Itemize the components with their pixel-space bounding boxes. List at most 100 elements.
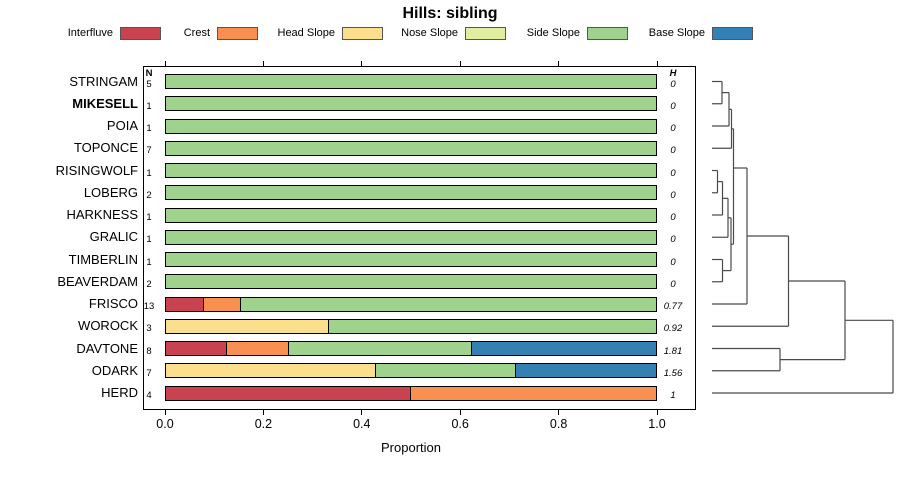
bar <box>165 252 657 267</box>
n-value: 7 <box>146 145 152 157</box>
x-tick-bottom <box>361 410 363 415</box>
bar <box>165 96 657 112</box>
h-value: 0 <box>670 278 676 290</box>
x-tick-label: 0.6 <box>451 417 469 431</box>
bar <box>165 318 657 334</box>
n-value: 4 <box>146 390 152 401</box>
legend-swatch-crest <box>217 27 258 40</box>
n-value: 1 <box>146 234 152 246</box>
row-label: HERD <box>101 385 138 400</box>
h-value: 0 <box>670 234 676 246</box>
x-tick-top <box>558 61 560 66</box>
bar <box>165 363 657 379</box>
legend-item-label: Nose Slope <box>401 27 458 39</box>
row-label: BEAVERDAM <box>57 273 138 289</box>
h-value: 0 <box>670 189 676 201</box>
x-tick-bottom <box>164 410 166 415</box>
n-value: 1 <box>146 123 152 134</box>
row-label: DAVTONE <box>76 340 138 356</box>
row-label: MIKESELL <box>72 95 138 111</box>
x-tick-bottom <box>656 410 658 415</box>
h-value: 0 <box>670 167 676 179</box>
bar-segment-side_slope <box>329 319 656 333</box>
x-tick-label: 1.0 <box>648 417 666 431</box>
bar <box>165 341 657 356</box>
x-tick-top <box>459 61 461 66</box>
bar <box>165 74 657 89</box>
legend-item-label: Head Slope <box>277 27 336 39</box>
n-value: 1 <box>146 100 152 112</box>
h-value: 0.77 <box>663 301 683 312</box>
n-column-header: N <box>145 68 153 79</box>
legend-swatch-interfluve <box>120 27 161 40</box>
bar-segment-head_slope <box>166 319 330 333</box>
bar <box>165 207 657 223</box>
n-value: 5 <box>146 78 152 90</box>
bar-segment-side_slope <box>288 342 473 355</box>
x-tick-label: 0.8 <box>549 417 568 431</box>
x-tick-top <box>164 61 166 66</box>
bar <box>165 296 657 312</box>
n-value: 8 <box>146 345 152 357</box>
chart-title: Hills: sibling <box>402 5 498 22</box>
x-tick-bottom <box>459 410 461 415</box>
h-column-header: H <box>669 68 677 79</box>
h-value: 1 <box>670 390 676 401</box>
h-value: 0 <box>670 145 676 157</box>
row-label: RISINGWOLF <box>55 162 138 178</box>
bar-segment-interfluve <box>166 386 411 400</box>
x-tick-top <box>361 61 363 66</box>
row-label: WOROCK <box>78 318 138 334</box>
row-label: HARKNESS <box>66 207 138 222</box>
bar <box>165 140 657 156</box>
bar <box>165 229 657 245</box>
legend-item-label: Side Slope <box>526 27 580 39</box>
legend-item-label: Base Slope <box>648 27 705 39</box>
bar-segment-base_slope <box>472 342 656 355</box>
bar-segment-side_slope <box>166 275 656 289</box>
legend-swatch-nose_slope <box>465 27 506 40</box>
bar-segment-head_slope <box>166 364 376 378</box>
bar-segment-side_slope <box>166 253 656 266</box>
bar-segment-side_slope <box>166 119 656 133</box>
n-value: 1 <box>146 167 152 179</box>
bar-segment-side_slope <box>166 164 656 177</box>
row-label: LOBERG <box>83 184 138 200</box>
h-value: 0 <box>670 100 676 112</box>
bar-segment-side_slope <box>166 186 656 200</box>
h-value: 0 <box>670 212 676 223</box>
row-label: GRALIC <box>89 229 138 245</box>
row-label: POIA <box>106 118 138 133</box>
bar-segment-interfluve <box>166 342 228 355</box>
legend-item-label: Crest <box>183 27 210 39</box>
n-value: 1 <box>146 212 152 223</box>
row-label: ODARK <box>91 362 138 378</box>
bar-segment-side_slope <box>376 364 516 378</box>
bar <box>165 274 657 290</box>
legend-swatch-side_slope <box>587 27 628 40</box>
row-label: FRISCO <box>88 296 138 311</box>
row-label: TOPONCE <box>73 140 138 156</box>
h-value: 0.92 <box>663 323 683 335</box>
legend-swatch-base_slope <box>712 27 753 40</box>
h-value: 1.56 <box>663 367 683 379</box>
bar-segment-side_slope <box>166 230 656 244</box>
n-value: 2 <box>146 189 152 201</box>
bar-segment-side_slope <box>166 97 656 111</box>
bar <box>165 163 657 178</box>
bar-segment-side_slope <box>241 297 656 311</box>
bar-segment-side_slope <box>166 208 656 222</box>
h-value: 0 <box>670 123 676 134</box>
legend-item-label: Interfluve <box>67 27 113 39</box>
bar <box>165 385 657 401</box>
x-tick-label: 0.2 <box>254 417 273 431</box>
x-tick-top <box>656 61 658 66</box>
bar-segment-crest <box>203 297 242 311</box>
bar-segment-interfluve <box>166 297 204 311</box>
x-tick-top <box>262 61 264 66</box>
bar-segment-side_slope <box>166 141 656 155</box>
plot-area-frame <box>143 66 696 410</box>
row-label: TIMBERLIN <box>68 251 138 267</box>
x-axis-label: Proportion <box>381 440 441 455</box>
n-value: 2 <box>146 278 152 290</box>
